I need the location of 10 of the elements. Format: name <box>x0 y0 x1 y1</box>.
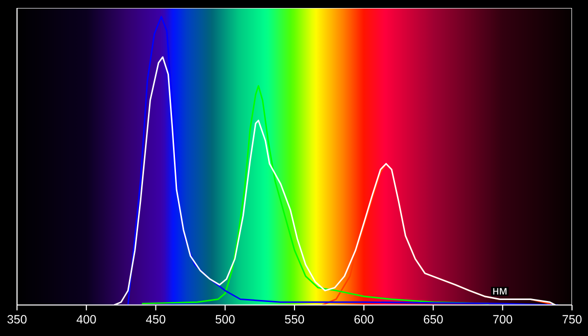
x-tick-label: 550 <box>284 315 304 324</box>
x-axis-title: нм <box>493 288 506 294</box>
x-tick-label: 600 <box>354 315 374 324</box>
x-tick-label: 750 <box>562 315 582 324</box>
x-tick-label: 650 <box>424 315 443 324</box>
x-tick-label: 450 <box>146 315 166 324</box>
x-tick-label: 500 <box>216 315 235 324</box>
x-tick-label: 400 <box>76 315 96 324</box>
x-tick-label: 350 <box>7 315 27 324</box>
x-tick-label: 700 <box>493 315 512 324</box>
